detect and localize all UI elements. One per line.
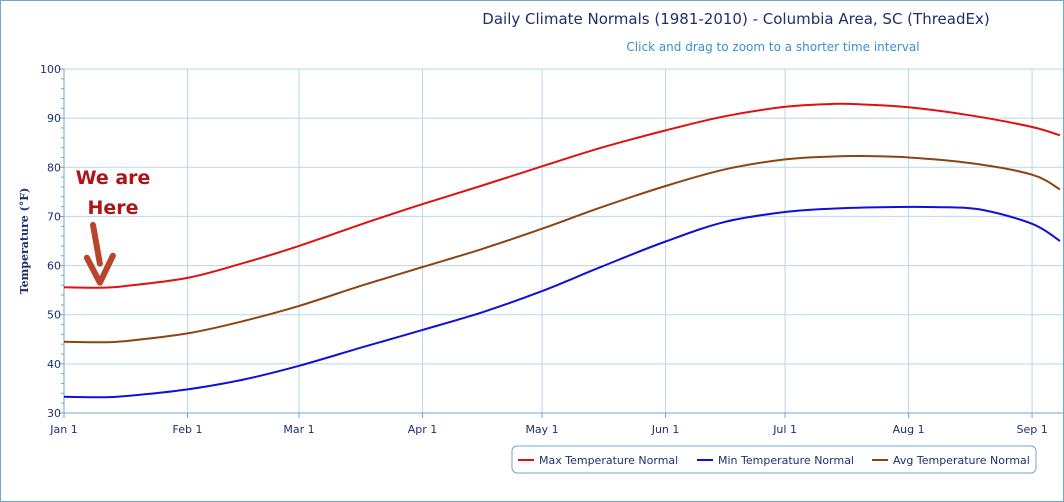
- y-tick-label-70: 70: [47, 210, 61, 223]
- x-tick-label-1: Feb 1: [173, 423, 203, 436]
- series-layer[interactable]: [64, 102, 1061, 399]
- y-tick-label-80: 80: [47, 161, 61, 174]
- x-tick-label-4: May 1: [525, 423, 558, 436]
- annotation-arrow-icon: [83, 222, 116, 286]
- x-tick-label-3: Apr 1: [408, 423, 438, 436]
- chart-subtitle: Click and drag to zoom to a shorter time…: [626, 40, 919, 54]
- annotation-layer: We are Here: [76, 167, 151, 286]
- legend-label-min: Min Temperature Normal: [718, 454, 854, 467]
- grid-layer: [59, 68, 1063, 418]
- x-tick-label-7: Aug 1: [893, 423, 925, 436]
- y-tick-label-100: 100: [40, 63, 61, 76]
- arrow-head: [83, 252, 116, 286]
- series-min-temperature[interactable]: [64, 205, 1061, 399]
- legend-label-avg: Avg Temperature Normal: [893, 454, 1030, 467]
- x-tick-label-8: Sep 1: [1016, 423, 1047, 436]
- legend-item-max[interactable]: Max Temperature Normal: [518, 454, 678, 467]
- legend-item-avg[interactable]: Avg Temperature Normal: [872, 454, 1030, 467]
- y-tick-label-40: 40: [47, 358, 61, 371]
- y-axis-label: Temperature (°F): [18, 188, 31, 295]
- y-tick-label-50: 50: [47, 309, 61, 322]
- annotation-text-line1: We are: [76, 167, 151, 189]
- series-avg-temperature[interactable]: [64, 154, 1061, 344]
- y-tick-label-60: 60: [47, 260, 61, 273]
- x-tick-label-0: Jan 1: [49, 423, 77, 436]
- legend[interactable]: Max Temperature Normal Min Temperature N…: [511, 445, 1037, 474]
- y-tick-label-90: 90: [47, 112, 61, 125]
- legend-label-max: Max Temperature Normal: [539, 454, 678, 467]
- annotation-text-line2: Here: [87, 197, 138, 219]
- series-max-temperature[interactable]: [64, 102, 1061, 289]
- x-tick-label-6: Jul 1: [772, 423, 797, 436]
- x-tick-label-2: Mar 1: [283, 423, 314, 436]
- x-tick-label-5: Jun 1: [651, 423, 680, 436]
- legend-box: [511, 445, 1037, 474]
- arrow-shaft: [90, 222, 103, 267]
- y-tick-label-30: 30: [47, 407, 61, 420]
- legend-item-min[interactable]: Min Temperature Normal: [697, 454, 854, 467]
- tick-layer: 30 40 50 60 70 80 90 100 Jan 1 Feb 1 Mar 1 Apr 1 May…: [40, 63, 1048, 436]
- chart-title: Daily Climate Normals (1981-2010) - Colu…: [482, 10, 989, 28]
